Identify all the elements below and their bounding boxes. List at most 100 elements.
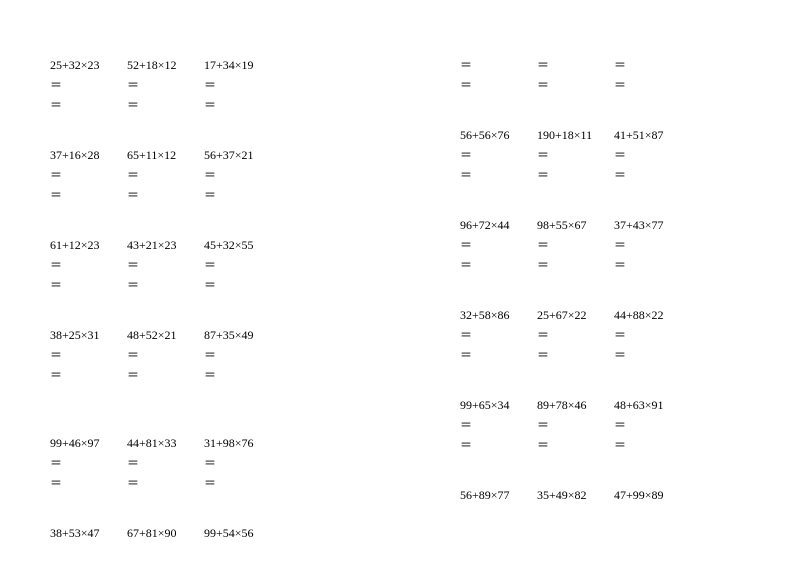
equals-line: ＝ <box>614 255 689 275</box>
equals-line: ＝ <box>460 145 535 165</box>
equals-line: ＝ <box>460 325 535 345</box>
equals-line: ＝ <box>460 55 535 75</box>
math-problem: 32+58×86＝＝ <box>460 305 535 365</box>
left-group-row: 25+32×23＝＝52+18×12＝＝17+34×19＝＝ <box>50 55 400 115</box>
math-problem: 99+65×34＝＝ <box>460 395 535 455</box>
left-group-row: 37+16×28＝＝65+11×12＝＝56+37×21＝＝ <box>50 145 400 205</box>
equals-line: ＝ <box>537 345 612 365</box>
math-problem: 41+51×87＝＝ <box>614 125 689 185</box>
equals-line: ＝ <box>460 345 535 365</box>
equals-line: ＝ <box>127 345 202 365</box>
equals-line: ＝ <box>537 165 612 185</box>
equals-line: ＝ <box>614 165 689 185</box>
expression-text: 37+43×77 <box>614 215 689 235</box>
math-problem: 45+32×55＝＝ <box>204 235 279 295</box>
expression-text: 61+12×23 <box>50 235 125 255</box>
math-problem: 99+46×97＝＝ <box>50 433 125 493</box>
expression-text: 25+67×22 <box>537 305 612 325</box>
math-problem: 87+35×49＝＝ <box>204 325 279 385</box>
math-problem: 25+32×23＝＝ <box>50 55 125 115</box>
math-problem: 43+21×23＝＝ <box>127 235 202 295</box>
equals-line: ＝ <box>50 473 125 493</box>
expression-text: 17+34×19 <box>204 55 279 75</box>
right-column: ＝＝＝＝＝＝56+56×76＝＝190+18×11＝＝41+51×87＝＝96+… <box>400 0 800 566</box>
expression-text: 65+11×12 <box>127 145 202 165</box>
expression-text: 37+16×28 <box>50 145 125 165</box>
math-problem: 31+98×76＝＝ <box>204 433 279 493</box>
right-group-row: ＝＝＝＝＝＝ <box>460 55 800 95</box>
expression-text: 56+37×21 <box>204 145 279 165</box>
equals-line: ＝ <box>50 255 125 275</box>
equals-line: ＝ <box>537 325 612 345</box>
expression-text: 25+32×23 <box>50 55 125 75</box>
left-group-row: 38+25×31＝＝48+52×21＝＝87+35×49＝＝ <box>50 325 400 385</box>
equals-line: ＝ <box>537 55 612 75</box>
equals-line: ＝ <box>537 145 612 165</box>
expression-text: 56+89×77 <box>460 485 535 505</box>
equals-line: ＝ <box>614 145 689 165</box>
expression-text: 87+35×49 <box>204 325 279 345</box>
equals-line: ＝ <box>50 453 125 473</box>
left-column: 25+32×23＝＝52+18×12＝＝17+34×19＝＝37+16×28＝＝… <box>0 0 400 566</box>
right-group-row: 56+89×7735+49×8247+99×89 <box>460 485 800 505</box>
math-problem: 65+11×12＝＝ <box>127 145 202 205</box>
math-problem: ＝＝ <box>614 55 689 95</box>
expression-text: 45+32×55 <box>204 235 279 255</box>
math-problem: 89+78×46＝＝ <box>537 395 612 455</box>
equals-line: ＝ <box>204 165 279 185</box>
equals-line: ＝ <box>614 345 689 365</box>
equals-line: ＝ <box>50 365 125 385</box>
equals-line: ＝ <box>204 185 279 205</box>
expression-text: 190+18×11 <box>537 125 612 145</box>
equals-line: ＝ <box>614 325 689 345</box>
expression-text: 98+55×67 <box>537 215 612 235</box>
expression-text: 47+99×89 <box>614 485 689 505</box>
right-group-row: 96+72×44＝＝98+55×67＝＝37+43×77＝＝ <box>460 215 800 275</box>
right-group-row: 99+65×34＝＝89+78×46＝＝48+63×91＝＝ <box>460 395 800 455</box>
math-problem: 56+56×76＝＝ <box>460 125 535 185</box>
worksheet: 25+32×23＝＝52+18×12＝＝17+34×19＝＝37+16×28＝＝… <box>0 0 800 566</box>
expression-text: 99+46×97 <box>50 433 125 453</box>
equals-line: ＝ <box>50 75 125 95</box>
equals-line: ＝ <box>50 95 125 115</box>
math-problem: 35+49×82 <box>537 485 612 505</box>
equals-line: ＝ <box>204 75 279 95</box>
expression-text: 41+51×87 <box>614 125 689 145</box>
equals-line: ＝ <box>204 255 279 275</box>
equals-line: ＝ <box>614 75 689 95</box>
equals-line: ＝ <box>127 75 202 95</box>
equals-line: ＝ <box>460 165 535 185</box>
equals-line: ＝ <box>204 275 279 295</box>
math-problem: 96+72×44＝＝ <box>460 215 535 275</box>
math-problem: 48+63×91＝＝ <box>614 395 689 455</box>
equals-line: ＝ <box>127 473 202 493</box>
equals-line: ＝ <box>127 165 202 185</box>
math-problem: 25+67×22＝＝ <box>537 305 612 365</box>
math-problem: ＝＝ <box>537 55 612 95</box>
math-problem: 44+81×33＝＝ <box>127 433 202 493</box>
equals-line: ＝ <box>50 275 125 295</box>
expression-text: 56+56×76 <box>460 125 535 145</box>
equals-line: ＝ <box>537 235 612 255</box>
equals-line: ＝ <box>204 473 279 493</box>
expression-text: 96+72×44 <box>460 215 535 235</box>
math-problem: 37+43×77＝＝ <box>614 215 689 275</box>
equals-line: ＝ <box>204 453 279 473</box>
math-problem: ＝＝ <box>460 55 535 95</box>
expression-text: 99+54×56 <box>204 523 279 543</box>
expression-text: 89+78×46 <box>537 395 612 415</box>
math-problem: 38+25×31＝＝ <box>50 325 125 385</box>
expression-text: 32+58×86 <box>460 305 535 325</box>
equals-line: ＝ <box>460 235 535 255</box>
math-problem: 190+18×11＝＝ <box>537 125 612 185</box>
expression-text: 48+52×21 <box>127 325 202 345</box>
left-group-row: 99+46×97＝＝44+81×33＝＝31+98×76＝＝ <box>50 433 400 493</box>
math-problem: 37+16×28＝＝ <box>50 145 125 205</box>
expression-text: 35+49×82 <box>537 485 612 505</box>
equals-line: ＝ <box>127 365 202 385</box>
math-problem: 17+34×19＝＝ <box>204 55 279 115</box>
math-problem: 47+99×89 <box>614 485 689 505</box>
expression-text: 67+81×90 <box>127 523 202 543</box>
equals-line: ＝ <box>50 345 125 365</box>
math-problem: 44+88×22＝＝ <box>614 305 689 365</box>
